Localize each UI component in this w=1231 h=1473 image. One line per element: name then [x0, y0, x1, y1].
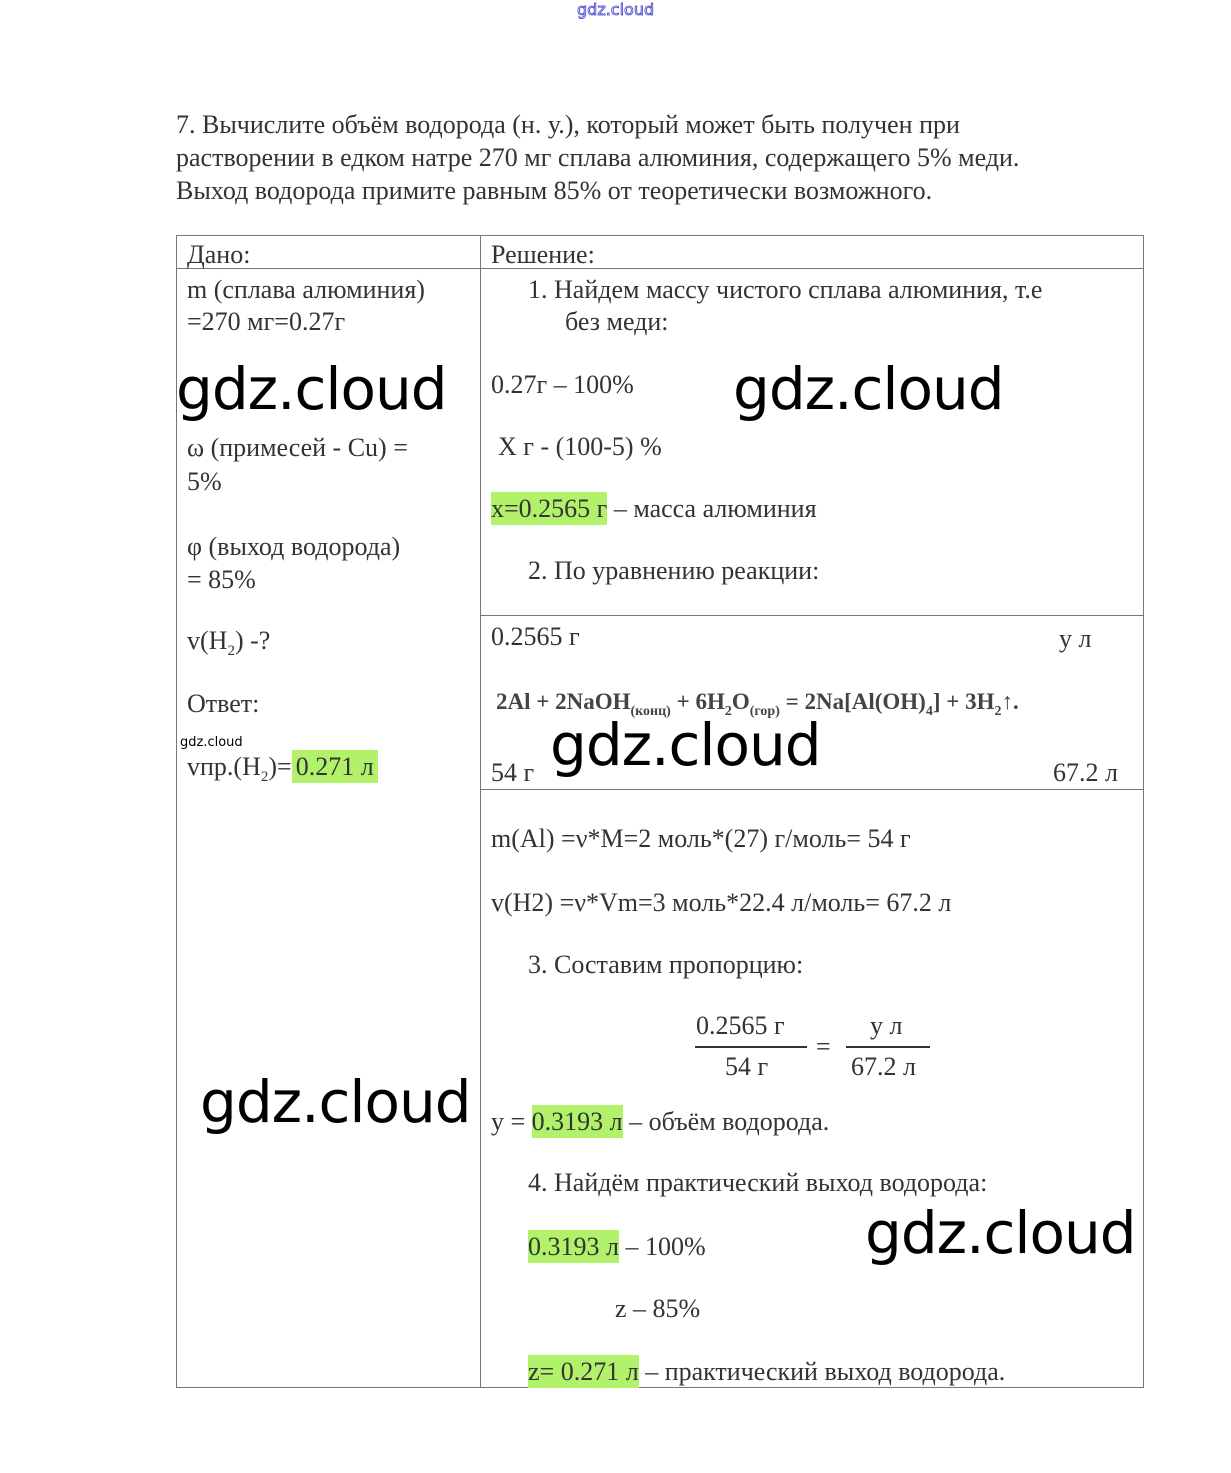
watermark: gdz.cloud: [865, 1199, 1137, 1267]
z-result: z= 0.271 л – практический выход водорода…: [528, 1355, 1006, 1388]
proportion-1: 0.27г – 100%: [491, 370, 634, 399]
given-omega-1: ω (примесей - Cu) =: [187, 433, 408, 462]
table-column-divider: [480, 235, 481, 1387]
fraction-2-numerator: у л: [870, 1011, 903, 1040]
small-watermark: gdz.cloud: [180, 735, 243, 750]
table-top-border: [176, 235, 1144, 236]
answer-line: vпр.(H2)= 0.271 л: [187, 750, 378, 785]
practical-1: 0.3193 л – 100%: [528, 1230, 706, 1263]
fraction-1-numerator: 0.2565 г: [696, 1011, 785, 1040]
mass-al-calc: m(Al) =ν*M=2 моль*(27) г/моль= 54 г: [491, 824, 911, 853]
step-1-cont: без меди:: [565, 307, 669, 336]
table-right-border: [1143, 235, 1144, 1387]
given-omega-2: 5%: [187, 467, 222, 496]
fraction-2-denominator: 67.2 л: [851, 1052, 916, 1081]
fraction-equals: =: [816, 1032, 831, 1061]
table-header-border: [176, 268, 1144, 269]
table-bottom-border: [176, 1387, 1144, 1388]
watermark: gdz.cloud: [550, 711, 822, 779]
given-phi-1: φ (выход водорода): [187, 532, 401, 561]
step-4: 4. Найдём практический выход водорода:: [528, 1168, 988, 1197]
y-result: y = 0.3193 л – объём водорода.: [491, 1105, 830, 1138]
step-1: 1. Найдем массу чистого сплава алюминия,…: [528, 275, 1043, 304]
header-watermark: gdz.cloud: [577, 0, 655, 19]
problem-line-1: 7. Вычислите объём водорода (н. у.), кот…: [176, 110, 960, 139]
volume-h2-calc: v(H2) =ν*Vm=3 моль*22.4 л/моль= 67.2 л: [491, 888, 952, 917]
fraction-1-bar: [695, 1046, 807, 1048]
x-result: x=0.2565 г – масса алюминия: [491, 492, 817, 525]
row-divider-1: [480, 615, 1144, 616]
answer-label: Ответ:: [187, 689, 260, 718]
solution-header: Решение:: [491, 240, 595, 269]
watermark: gdz.cloud: [176, 355, 448, 423]
answer-value: 0.271 л: [291, 750, 378, 783]
eq-top-right: у л: [1059, 624, 1092, 653]
row-divider-2: [480, 789, 1144, 790]
eq-top-left: 0.2565 г: [491, 622, 580, 651]
watermark: gdz.cloud: [200, 1068, 472, 1136]
problem-line-2: растворении в едком натре 270 мг сплава …: [176, 143, 1020, 172]
practical-2: z – 85%: [615, 1294, 701, 1323]
problem-line-3: Выход водорода примите равным 85% от тео…: [176, 176, 933, 205]
table-left-border: [176, 235, 177, 1387]
fraction-2-bar: [846, 1046, 930, 1048]
given-phi-2: = 85%: [187, 565, 256, 594]
watermark: gdz.cloud: [733, 355, 1005, 423]
reaction-equation: 2Al + 2NaOH(конц) + 6H2O(гор) = 2Na[Al(O…: [496, 689, 1019, 719]
eq-bottom-right: 67.2 л: [1053, 758, 1118, 787]
fraction-1-denominator: 54 г: [725, 1052, 769, 1081]
given-mass-2: =270 мг=0.27г: [187, 307, 346, 336]
step-3: 3. Составим пропорцию:: [528, 950, 804, 979]
given-mass-1: m (сплава алюминия): [187, 275, 425, 304]
proportion-2: X г - (100-5) %: [498, 432, 662, 461]
eq-bottom-left: 54 г: [491, 758, 535, 787]
given-find: v(H2) -?: [187, 626, 271, 659]
given-header: Дано:: [187, 240, 251, 269]
step-2: 2. По уравнению реакции:: [528, 556, 820, 585]
